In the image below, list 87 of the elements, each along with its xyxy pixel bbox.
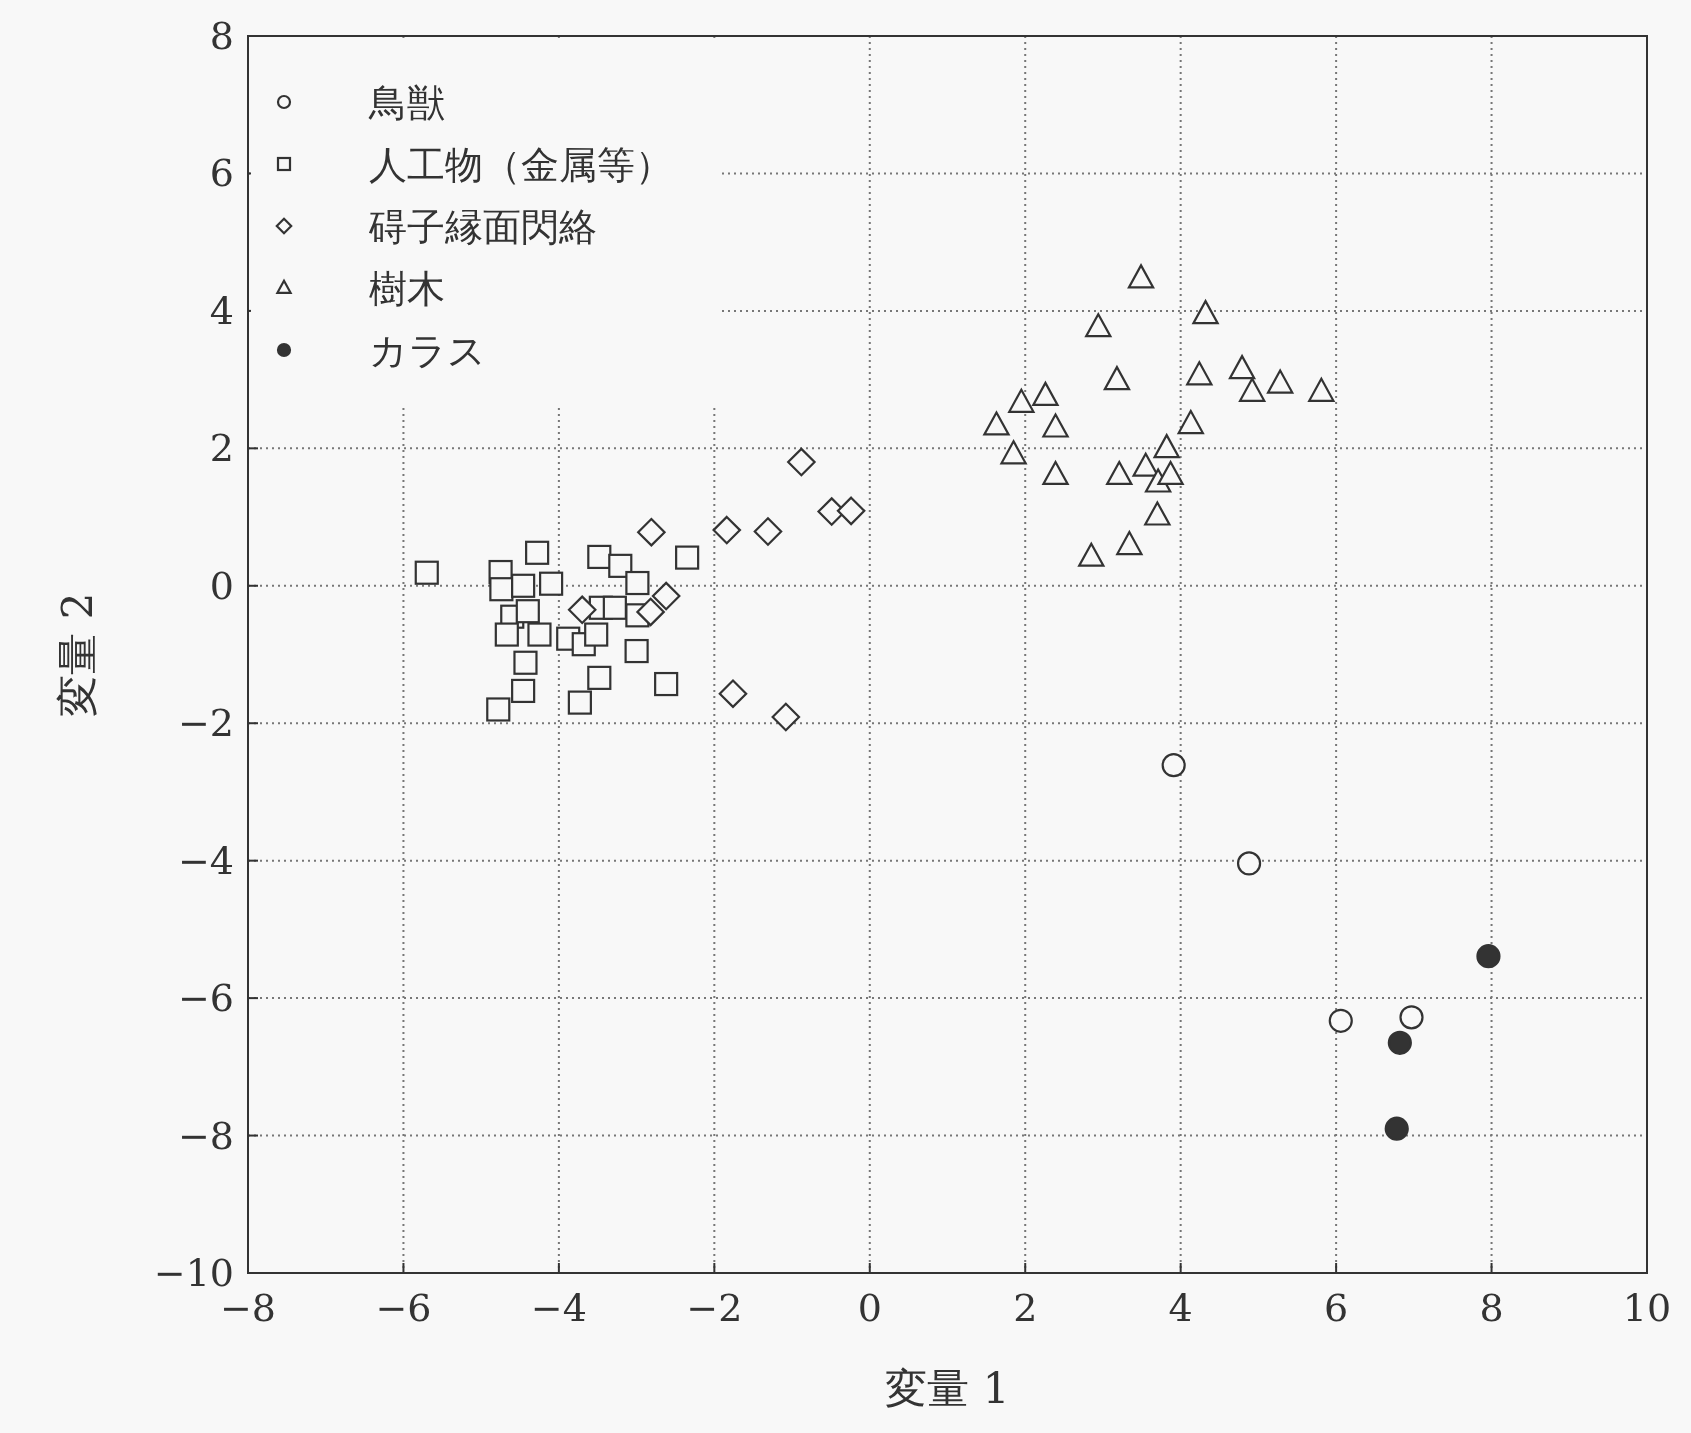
point [511, 678, 536, 704]
point [675, 545, 700, 570]
point [608, 553, 633, 578]
point [1103, 366, 1131, 391]
point [983, 411, 1010, 436]
point [494, 622, 519, 647]
point [414, 560, 439, 585]
x-tick-label: 8 [1479, 1286, 1504, 1330]
point [489, 577, 514, 602]
point [1153, 434, 1180, 459]
y-tick-label: −6 [177, 976, 234, 1021]
point [1177, 409, 1204, 435]
x-tick-label: 0 [857, 1286, 882, 1330]
point [1000, 440, 1027, 465]
x-tick-label: 4 [1168, 1286, 1193, 1330]
point [1106, 460, 1133, 486]
point [1144, 501, 1171, 526]
x-tick-label: 2 [1013, 1286, 1038, 1330]
point [771, 702, 801, 732]
point [636, 597, 665, 627]
point [1476, 944, 1501, 969]
point [787, 447, 816, 477]
point [1127, 264, 1155, 289]
point [624, 638, 649, 664]
point [1308, 377, 1335, 402]
y-tick-label: 0 [209, 563, 234, 608]
point [625, 570, 650, 596]
point [525, 540, 550, 565]
point [1328, 1008, 1353, 1033]
point [718, 679, 748, 708]
point [1161, 753, 1186, 778]
point [587, 665, 612, 690]
point [1399, 1005, 1424, 1030]
point [1228, 355, 1256, 380]
point [567, 595, 597, 625]
x-axis-title: 変量 1 [885, 1364, 1010, 1413]
point [1042, 460, 1069, 486]
x-tick-label: −2 [686, 1286, 743, 1330]
y-tick-label: −2 [177, 701, 234, 746]
y-tick-label: −4 [177, 838, 234, 883]
x-tick-label: 6 [1324, 1286, 1349, 1330]
point [1008, 388, 1035, 413]
point [1186, 361, 1213, 386]
point [486, 697, 511, 722]
point [836, 496, 866, 526]
point [1266, 369, 1294, 394]
point [513, 650, 538, 675]
point [584, 622, 609, 647]
y-tick-label: 8 [209, 14, 234, 58]
point [712, 515, 742, 545]
point [753, 517, 783, 546]
y-tick-label: −10 [153, 1251, 234, 1295]
legend-label: 人工物（金属等） [369, 143, 673, 187]
point [1078, 542, 1105, 567]
point [651, 581, 681, 611]
point [1042, 413, 1069, 438]
point [1157, 460, 1184, 486]
legend-label: カラス [369, 329, 486, 373]
point [1085, 313, 1112, 338]
x-tick-label: 10 [1622, 1286, 1672, 1330]
point [515, 599, 540, 624]
point [637, 517, 666, 547]
point [1192, 300, 1219, 325]
point [539, 571, 564, 596]
legend-label: 樹木 [369, 267, 445, 311]
point [527, 622, 552, 647]
point [654, 671, 679, 697]
y-tick-label: 6 [209, 151, 234, 196]
point [511, 573, 536, 598]
point [567, 690, 592, 715]
legend-label: 碍子縁面閃絡 [368, 205, 597, 249]
point [1236, 851, 1262, 876]
point [1387, 1030, 1412, 1055]
point [602, 595, 627, 620]
legend-label: 鳥獣 [368, 81, 445, 125]
point [1238, 377, 1266, 402]
y-tick-label: 2 [209, 426, 234, 471]
y-tick-label: 4 [209, 288, 234, 333]
y-axis-title: 変量 2 [53, 592, 102, 717]
point [1032, 381, 1059, 406]
point [587, 544, 612, 570]
x-tick-label: −6 [375, 1286, 432, 1330]
y-tick-label: −8 [177, 1113, 234, 1158]
point [1132, 452, 1159, 477]
point [1116, 530, 1143, 556]
x-tick-label: −4 [530, 1286, 587, 1330]
point [1384, 1116, 1409, 1141]
